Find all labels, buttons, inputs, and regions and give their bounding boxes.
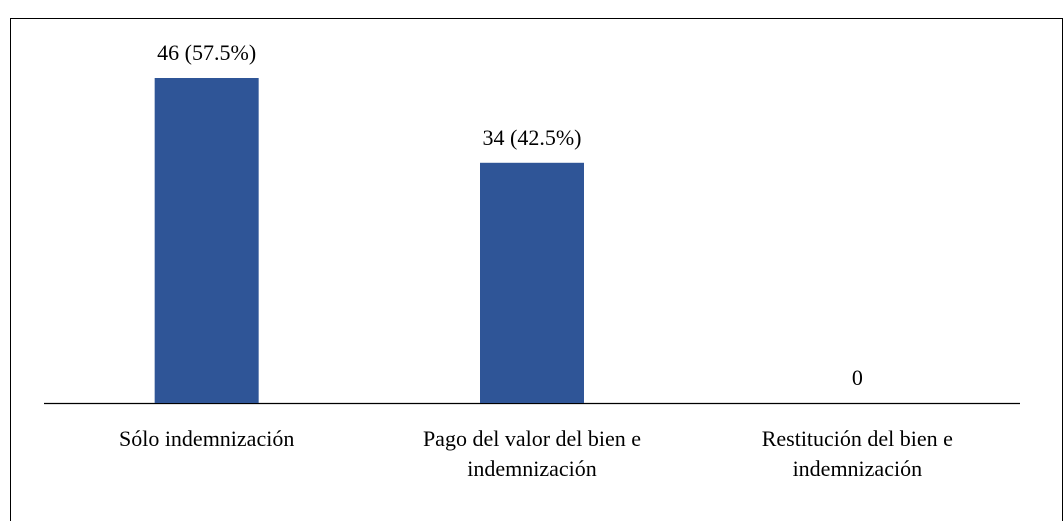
bar [154, 78, 259, 403]
value-label: 0 [852, 365, 863, 390]
x-tick-label: Pago del valor del bien e indemnización [422, 426, 642, 481]
value-label: 46 (57.5%) [157, 40, 256, 65]
value-label: 34 (42.5%) [483, 125, 582, 150]
x-tick-label: Restitución del bien e indemnización [761, 426, 953, 481]
bar [480, 162, 584, 403]
x-tick-label: Sólo indemnización [118, 426, 295, 451]
